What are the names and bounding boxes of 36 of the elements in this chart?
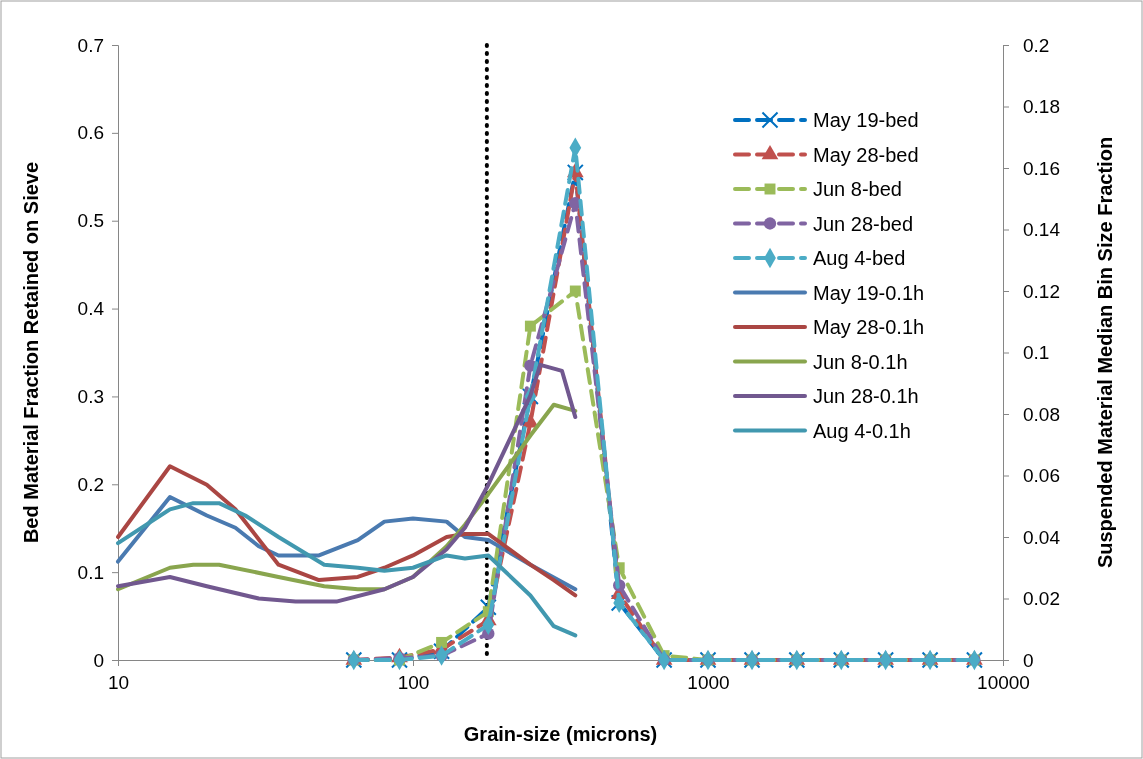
y2-tick-label: 0.06: [1023, 465, 1060, 487]
y2-tick-label: 0.1: [1023, 342, 1050, 364]
legend-label: Aug 4-bed: [813, 247, 906, 269]
legend-label: Jun 28-0.1h: [813, 385, 919, 407]
y2-axis-title: Suspended Material Median Bin Size Fraction: [1094, 136, 1116, 569]
y2-tick-label: 0: [1023, 649, 1034, 671]
legend-label: Jun 28-bed: [813, 212, 914, 235]
y2-tick-label: 0.18: [1023, 96, 1060, 118]
x-axis-title: Grain-size (microns): [463, 723, 658, 745]
x-tick-label: 10: [107, 672, 130, 694]
y-tick-label: 0: [93, 649, 104, 671]
y2-tick-label: 0.04: [1023, 526, 1061, 548]
x-tick-label: 1000: [687, 672, 730, 694]
y-tick-label: 0.3: [77, 386, 104, 408]
y-tick-label: 0.4: [77, 298, 105, 320]
y-tick-label: 0.7: [77, 34, 104, 56]
x-tick-label: 100: [397, 672, 430, 694]
y2-tick-label: 0.08: [1023, 403, 1060, 425]
legend-label: May 19-bed: [813, 109, 919, 131]
y-tick-label: 0.2: [77, 473, 104, 495]
y2-tick-label: 0.2: [1023, 34, 1050, 56]
legend-label: Jun 8-bed: [813, 178, 902, 200]
legend-label: May 28-0.1h: [813, 316, 925, 338]
y2-tick-label: 0.02: [1023, 588, 1060, 610]
y2-tick-label: 0.12: [1023, 280, 1060, 302]
y-tick-label: 0.6: [77, 122, 104, 144]
y-tick-label: 0.5: [77, 210, 104, 232]
y2-tick-label: 0.14: [1023, 219, 1061, 241]
legend-label: Jun 8-0.1h: [813, 350, 908, 373]
y-axis-title: Bed Material Fraction Retained on Sieve: [20, 161, 42, 544]
y2-tick-label: 0.16: [1023, 157, 1060, 179]
legend-label: May 19-0.1h: [813, 281, 925, 304]
legend-label: Aug 4-0.1h: [813, 419, 911, 442]
y-tick-label: 0.1: [77, 561, 104, 583]
legend-label: May 28-bed: [813, 143, 919, 166]
x-tick-label: 10000: [977, 672, 1030, 694]
